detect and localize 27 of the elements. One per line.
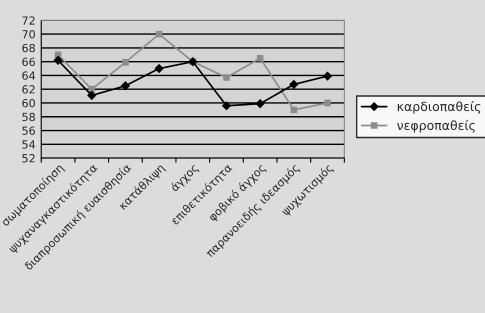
point — [122, 59, 129, 66]
point — [156, 30, 162, 38]
point — [54, 56, 63, 65]
point — [323, 72, 332, 81]
y-tick-label: 62 — [22, 85, 35, 94]
point — [223, 74, 230, 81]
legend-label: καρδιοπαθείς — [398, 101, 480, 114]
point — [87, 90, 96, 100]
y-tick-label: 54 — [22, 140, 36, 149]
point — [120, 81, 130, 90]
legend-label: νεφροπαθείς — [397, 120, 475, 132]
point — [289, 80, 298, 89]
y-tick-label: 68 — [22, 44, 35, 52]
point — [256, 54, 264, 62]
y-tick-label: 66 — [22, 58, 35, 66]
y-tick-label: 56 — [22, 126, 35, 135]
point — [324, 100, 331, 106]
point — [290, 106, 298, 114]
y-tick-label: 52 — [22, 154, 35, 162]
y-tick-label: 60 — [22, 98, 35, 108]
point — [222, 101, 231, 110]
y-tick-label: 70 — [22, 30, 35, 38]
y-tick-label: 64 — [22, 71, 36, 80]
point — [154, 64, 164, 73]
y-tick-label: 58 — [22, 112, 35, 122]
y-tick-label: 72 — [22, 16, 35, 25]
point — [256, 99, 265, 108]
